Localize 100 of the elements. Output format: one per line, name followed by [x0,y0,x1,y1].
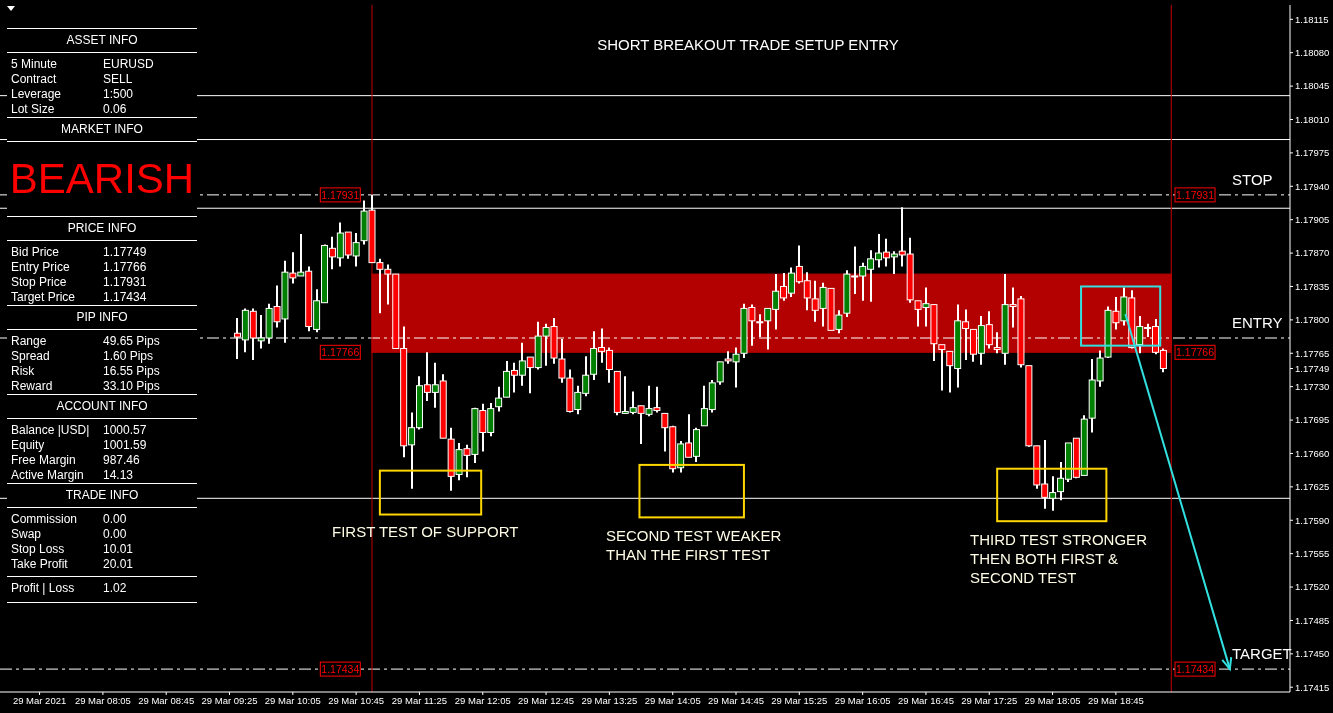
x-tick-label: 29 Mar 16:45 [897,694,954,706]
y-tick-label: 1.17485 [1295,614,1330,626]
annotation: PIP INFO [75,309,129,325]
annotation: 0.00 [103,512,127,527]
y-tick-label: 1.17765 [1295,347,1330,359]
y-tick-label: 1.17835 [1295,280,1330,292]
annotation: 14.13 [103,468,134,483]
annotation: Swap [11,527,42,542]
annotation: Range [11,334,47,349]
annotation: 987.46 [103,453,140,468]
x-tick-label: 29 Mar 14:45 [708,694,764,706]
annotation: 1:500 [103,87,134,102]
annotation: Leverage [11,87,62,102]
annotation: ACCOUNT INFO [55,398,149,414]
annotation: 1.02 [103,581,127,596]
annotation: 1.17766 [321,346,360,359]
annotation: 1.17434 [321,663,360,676]
y-tick-label: 1.17905 [1295,214,1330,226]
annotation: Bid Price [11,245,60,260]
annotation: 1.17434 [1176,663,1215,676]
x-tick-label: 29 Mar 17:25 [961,694,1018,706]
annotation: 1.17766 [1176,346,1215,359]
y-tick-label: 1.17800 [1295,314,1330,326]
y-tick-label: 1.17625 [1295,481,1330,493]
candlestick [938,343,946,392]
y-tick-label: 1.17590 [1295,514,1330,526]
annotation: TRADE INFO [64,487,140,503]
annotation: Spread [11,349,50,364]
x-tick-label: 29 Mar 15:25 [771,694,828,706]
annotation: Profit | Loss [11,581,75,596]
y-tick-label: 1.17730 [1295,381,1330,393]
annotation: 1.17931 [103,275,147,290]
annotation: Contract [11,72,57,87]
annotation: Free Margin [11,453,76,468]
x-tick-label: 29 Mar 08:05 [74,694,131,706]
y-tick-label: 1.17415 [1295,681,1330,693]
annotation: Equity [11,438,45,453]
annotation: Stop Loss [11,542,65,557]
annotation: 0.06 [103,102,127,117]
x-tick-label: 29 Mar 12:45 [518,694,575,706]
annotation: Entry Price [11,260,70,275]
annotation: Commission [11,512,78,527]
text: SHORT BREAKOUT TRADE SETUP ENTRY [597,36,899,53]
y-tick-label: 1.18115 [1295,13,1329,25]
y-tick-label: 1.17870 [1295,247,1330,259]
annotation: Stop Price [11,275,67,290]
annotation: PRICE INFO [66,220,138,236]
annotation: 1000.57 [103,423,147,438]
annotation: 1.17749 [103,245,147,260]
x-tick-label: 29 Mar 13:25 [581,694,638,706]
ref-line-label: ENTRY [1232,314,1283,331]
annotation: 20.01 [103,557,134,572]
annotation: 5 Minute [11,57,58,72]
x-tick-label: 29 Mar 11:25 [391,694,448,706]
annotation: 16.55 Pips [103,364,160,379]
annotation: 1.17434 [103,290,147,305]
annotation: THIRD TEST STRONGER THEN BOTH FIRST & SECOND TEST [970,531,1148,586]
x-tick-label: 29 Mar 2021 [12,694,67,706]
annotation: Balance |USD| [11,423,90,438]
y-tick-label: 1.18045 [1295,80,1330,92]
annotation: Active Margin [11,468,84,483]
y-tick-label: 1.17520 [1295,581,1330,593]
annotation: Risk [11,364,35,379]
y-tick-label: 1.18010 [1295,113,1330,125]
y-tick-label: 1.17450 [1295,648,1330,660]
annotation: BEARISH [8,154,196,204]
annotation: Reward [11,379,53,394]
annotation: FIRST TEST OF SUPPORT [332,523,519,540]
y-tick-label: 1.18080 [1295,47,1330,59]
annotation: 1.17931 [1176,188,1215,201]
ref-line-label: TARGET [1232,645,1292,663]
annotation: 1.60 Pips [103,349,154,364]
y-tick-label: 1.17940 [1295,180,1330,192]
annotation: 1.17931 [321,188,360,201]
annotation: SECOND TEST WEAKER THAN THE FIRST TEST [606,527,782,563]
annotation: 0.00 [103,527,127,542]
annotation: 10.01 [103,542,134,557]
y-tick-label: 1.17555 [1295,548,1330,560]
annotation: 33.10 Pips [103,379,160,394]
x-tick-label: 29 Mar 16:05 [834,694,891,706]
x-tick-label: 29 Mar 10:45 [328,694,385,706]
annotation: Target Price [11,290,76,305]
y-tick-label: 1.17660 [1295,447,1330,459]
y-tick-label: 1.17749 [1295,362,1330,374]
annotation: SELL [103,72,133,87]
x-tick-label: 29 Mar 10:05 [264,694,321,706]
y-tick-label: 1.17975 [1295,147,1330,159]
annotation: Lot Size [11,102,55,117]
annotation: ASSET INFO [65,32,139,48]
y-tick-label: 1.17695 [1295,414,1330,426]
x-tick-label: 29 Mar 18:45 [1087,694,1144,706]
annotation: Take Profit [11,557,68,572]
x-tick-label: 29 Mar 18:05 [1024,694,1081,706]
annotation: 1001.59 [103,438,147,453]
annotation: EURUSD [103,57,154,72]
x-tick-label: 29 Mar 08:45 [138,694,195,706]
annotation: 1.17766 [103,260,147,275]
x-tick-label: 29 Mar 12:05 [454,694,511,706]
x-tick-label: 29 Mar 09:25 [201,694,258,706]
annotation: 49.65 Pips [103,334,160,349]
